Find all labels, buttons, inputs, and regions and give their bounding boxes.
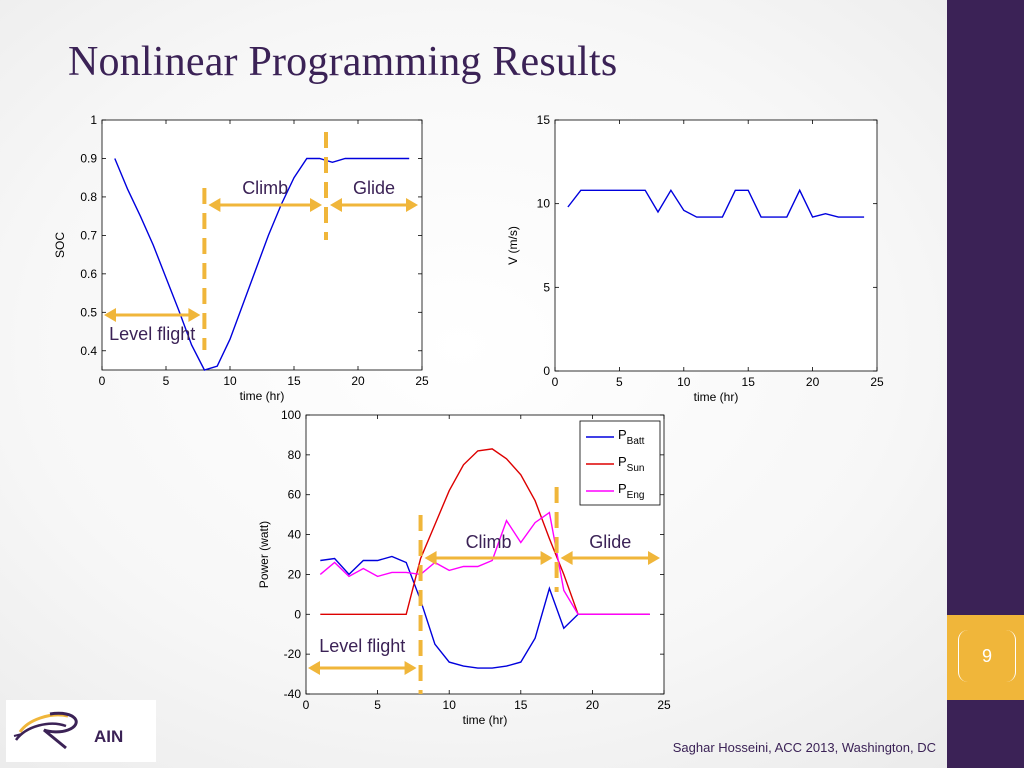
y-axis-label: SOC [53, 232, 67, 258]
y-tick-label: 80 [288, 448, 302, 462]
plot-area-soc [101, 119, 423, 371]
phase-arrow-head [104, 308, 116, 322]
phase-label: Glide [353, 178, 395, 198]
legend-entry-subscript: Eng [627, 490, 645, 501]
legend-entry-subscript: Sun [627, 463, 645, 474]
y-tick-label: -40 [284, 687, 302, 701]
phase-arrow-head [330, 198, 342, 212]
x-tick-label: 15 [742, 375, 756, 389]
x-tick-label: 0 [99, 374, 106, 388]
x-tick-label: 20 [351, 374, 365, 388]
slide-title: Nonlinear Programming Results [68, 39, 618, 85]
x-tick-label: 25 [415, 374, 429, 388]
y-tick-label: 0.9 [80, 151, 97, 165]
y-axis-label: Power (watt) [257, 521, 271, 588]
y-tick-label: 5 [543, 280, 550, 294]
x-tick-label: 20 [806, 375, 820, 389]
phase-arrow-head [208, 198, 221, 212]
phase-label: Climb [242, 178, 288, 198]
series-line-0 [567, 188, 865, 218]
y-tick-label: 10 [537, 197, 551, 211]
x-tick-label: 25 [657, 698, 671, 712]
y-tick-label: 0.8 [80, 190, 97, 204]
x-tick-label: 5 [374, 698, 381, 712]
phase-arrow-head [308, 661, 320, 675]
x-tick-label: 5 [163, 374, 170, 388]
chart-soc: 0 5 10 15 20 25 0.4 0.5 0.6 0.7 0.8 0.9 1 time (hr) SO… [53, 113, 429, 403]
x-tick-label: 25 [870, 375, 884, 389]
x-axis-label: time (hr) [694, 390, 739, 404]
y-tick-label: 0.6 [80, 267, 97, 281]
x-tick-label: 10 [677, 375, 691, 389]
y-tick-label: 1 [90, 113, 97, 127]
chart-power: 0 5 10 15 20 25 -40 -20 0 20 40 60 80 100 time (hr) Pow… [257, 408, 671, 727]
phase-arrow-head [404, 661, 417, 675]
series-line-0 [114, 157, 410, 371]
plot-area-velocity [554, 119, 878, 372]
footer-credit: Saghar Hosseini, ACC 2013, Washington, D… [672, 740, 936, 755]
y-tick-label: 0.5 [80, 305, 97, 319]
legend-entry-name: P [618, 481, 627, 496]
legend-entry-name: P [618, 427, 627, 442]
x-tick-label: 10 [223, 374, 237, 388]
legend-entry: PSun [618, 454, 644, 474]
x-axis-label: time (hr) [463, 713, 508, 727]
y-tick-label: 100 [281, 408, 301, 422]
rain-logo-mark: AIN [13, 711, 123, 750]
phase-label: Glide [589, 532, 631, 552]
phase-annotations: Climb Glide Level flight [308, 487, 660, 694]
phase-arrow-head [648, 551, 660, 565]
page-number: 9 [958, 630, 1016, 682]
logo-text: AIN [94, 727, 123, 746]
y-tick-label: 0.7 [80, 228, 97, 242]
phase-arrow-head [540, 551, 553, 565]
x-tick-label: 15 [514, 698, 528, 712]
phase-arrow-head [310, 198, 322, 212]
phase-arrow-head [424, 551, 437, 565]
y-axis-label: V (m/s) [506, 226, 520, 265]
phase-label: Level flight [319, 636, 405, 656]
y-tick-label: 0 [294, 607, 301, 621]
y-tick-label: 0.4 [80, 344, 97, 358]
phase-arrow-head [560, 551, 573, 565]
y-tick-label: -20 [284, 647, 302, 661]
phase-label: Level flight [109, 324, 195, 344]
series-line-eng [319, 511, 650, 615]
y-tick-label: 60 [288, 488, 302, 502]
x-tick-label: 15 [287, 374, 301, 388]
y-tick-label: 15 [537, 113, 551, 127]
y-tick-label: 40 [288, 528, 302, 542]
x-tick-label: 0 [552, 375, 559, 389]
page-number-box [947, 615, 1024, 700]
x-tick-label: 20 [586, 698, 600, 712]
legend-entry-subscript: Batt [627, 436, 645, 447]
legend-entry: PBatt [618, 427, 645, 447]
y-tick-label: 0 [543, 364, 550, 378]
phase-arrow-head [188, 308, 201, 322]
rain-logo: AIN [6, 700, 156, 762]
phase-arrow-head [406, 198, 418, 212]
x-tick-label: 0 [303, 698, 310, 712]
y-tick-label: 20 [288, 567, 302, 581]
x-tick-label: 5 [616, 375, 623, 389]
phase-label: Climb [466, 532, 512, 552]
charts-canvas: 0 5 10 15 20 25 0.4 0.5 0.6 0.7 0.8 0.9 1 time (hr) SO… [53, 113, 884, 727]
phase-annotations: Climb Glide Level flight [104, 132, 418, 350]
x-tick-label: 10 [443, 698, 457, 712]
legend-entry-name: P [618, 454, 627, 469]
x-axis-label: time (hr) [240, 389, 285, 403]
legend-entry: PEng [618, 481, 644, 501]
